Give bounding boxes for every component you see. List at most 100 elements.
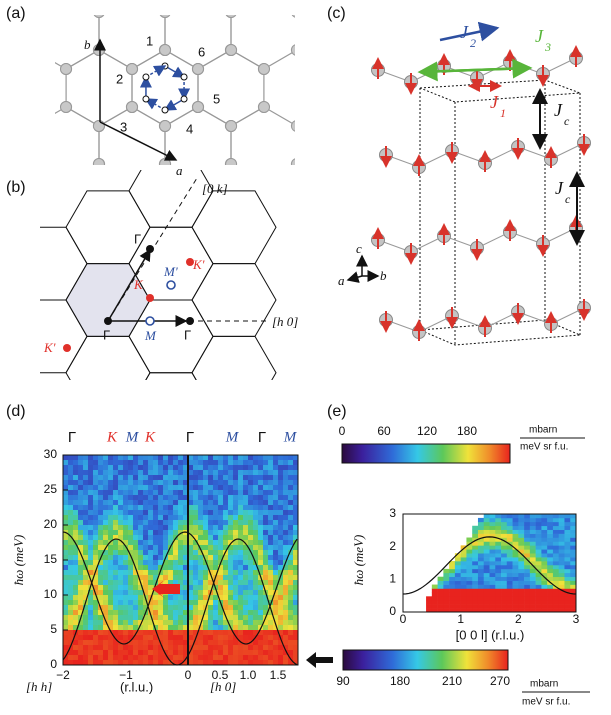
heatmap-cell: [128, 490, 133, 495]
heatmap-cell: [163, 630, 168, 635]
heatmap-cell: [218, 520, 223, 525]
heatmap-cell: [258, 465, 263, 470]
heatmap-cell: [558, 600, 565, 605]
heatmap-cell: [552, 600, 559, 605]
heatmap-cell: [268, 645, 273, 650]
heatmap-cell: [218, 510, 223, 515]
heatmap-cell: [258, 605, 263, 610]
heatmap-cell: [283, 525, 288, 530]
heatmap-cell: [223, 490, 228, 495]
heatmap-cell: [558, 608, 565, 613]
heatmap-cell: [223, 505, 228, 510]
heatmap-cell: [133, 560, 138, 565]
heatmap-cell: [248, 455, 253, 460]
heatmap-cell: [248, 525, 253, 530]
heatmap-cell: [128, 655, 133, 660]
heatmap-cell: [163, 525, 168, 530]
heatmap-cell: [293, 480, 298, 485]
heatmap-cell: [88, 500, 93, 505]
heatmap-cell: [173, 485, 178, 490]
heatmap-cell: [278, 605, 283, 610]
heatmap-cell: [472, 529, 479, 534]
heatmap-cell: [273, 465, 278, 470]
heatmap-cell: [243, 595, 248, 600]
heatmap-cell: [113, 625, 118, 630]
heatmap-cell: [103, 550, 108, 555]
heatmap-cell: [263, 655, 268, 660]
heatmap-cell: [466, 600, 473, 605]
heatmap-cell: [238, 530, 243, 535]
heatmap-cell: [203, 585, 208, 590]
heatmap-cell: [253, 600, 258, 605]
heatmap-cell: [138, 490, 143, 495]
heatmap-cell: [288, 455, 293, 460]
heatmap-cell: [238, 625, 243, 630]
heatmap-cell: [123, 630, 128, 635]
heatmap-cell: [278, 530, 283, 535]
site: [180, 95, 188, 103]
heatmap-cell: [153, 580, 158, 585]
heatmap-cell: [268, 630, 273, 635]
heatmap-cell: [203, 570, 208, 575]
heatmap-cell: [78, 555, 83, 560]
heatmap-cell: [228, 550, 233, 555]
heatmap-cell: [178, 555, 183, 560]
heatmap-cell: [73, 525, 78, 530]
heatmap-cell: [460, 572, 467, 578]
heatmap-cell: [283, 540, 288, 545]
heatmap-cell: [243, 465, 248, 470]
heatmap-cell: [188, 525, 193, 530]
heatmap-cell: [188, 570, 193, 575]
heatmap-cell: [173, 605, 178, 610]
heatmap-cell: [123, 625, 128, 630]
heatmap-cell: [108, 505, 113, 510]
heatmap-cell: [228, 580, 233, 585]
heatmap-cell: [153, 625, 158, 630]
dispersion-curve: [402, 536, 577, 595]
heatmap-cell: [198, 535, 203, 540]
heatmap-cell: [78, 630, 83, 635]
x-tick-label: 2: [515, 612, 522, 626]
heatmap-cell: [208, 530, 213, 535]
heatmap-cell: [103, 590, 108, 595]
heatmap-cell: [133, 545, 138, 550]
heatmap-cell: [477, 525, 485, 530]
heatmap-cell: [495, 545, 502, 550]
heatmap-cell: [163, 640, 168, 645]
heatmap-cell: [63, 660, 68, 665]
heatmap-cell: [233, 495, 238, 500]
heatmap-cell: [193, 580, 198, 585]
heatmap-cell: [128, 615, 133, 620]
heatmap-cell: [263, 495, 268, 500]
heatmap-cell: [518, 514, 525, 519]
heatmap-cell: [148, 660, 153, 665]
heatmap-cell: [138, 540, 143, 545]
heatmap-cell: [118, 560, 123, 565]
heatmap-cell: [88, 630, 93, 635]
heatmap-cell: [437, 604, 444, 609]
heatmap-cell: [188, 470, 193, 475]
heatmap-cell: [278, 590, 283, 595]
heatmap-cell: [535, 584, 542, 589]
heatmap-cell: [178, 615, 183, 620]
heatmap-cell: [133, 605, 138, 610]
heatmap-cell: [63, 635, 68, 640]
heatmap-cell: [163, 625, 168, 630]
heatmap-cell: [268, 500, 273, 505]
heatmap-cell: [193, 615, 198, 620]
heatmap-cell: [118, 490, 123, 495]
heatmap-cell: [188, 460, 193, 465]
heatmap-cell: [495, 564, 502, 570]
heatmap-cell: [198, 570, 203, 575]
heatmap-cell: [283, 640, 288, 645]
heatmap-cell: [228, 555, 233, 560]
heatmap-cell: [278, 485, 283, 490]
heatmap-cell: [228, 530, 233, 535]
heatmap-cell: [449, 561, 456, 566]
heatmap-cell: [218, 575, 223, 580]
heatmap-cell: [168, 600, 173, 605]
heatmap-cell: [68, 490, 73, 495]
heatmap-cell: [73, 570, 78, 575]
heatmap-cell: [283, 620, 288, 625]
heatmap-cell: [113, 510, 118, 515]
